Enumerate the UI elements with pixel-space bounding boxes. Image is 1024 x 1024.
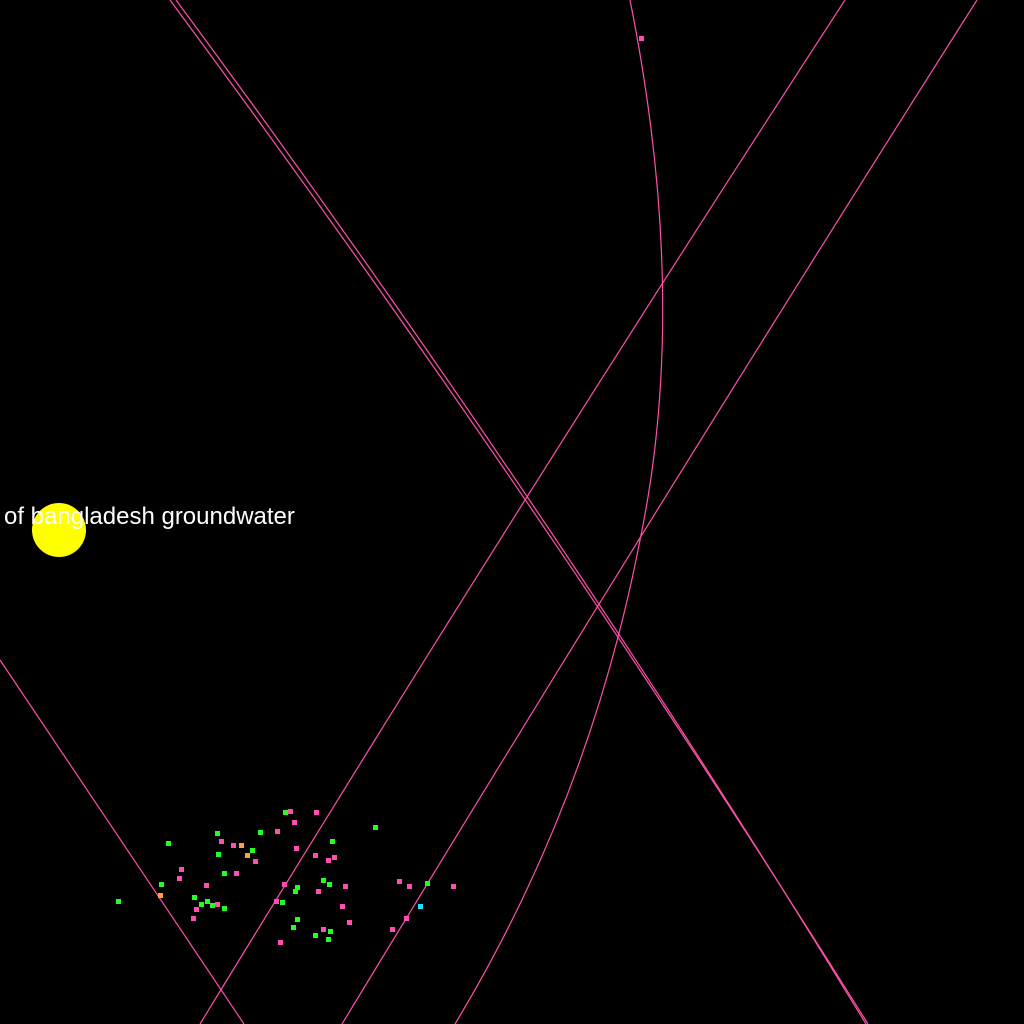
star-point [222,871,227,876]
star-point [451,884,456,889]
star-point [326,937,331,942]
star-point [347,920,352,925]
star-point [390,927,395,932]
orbit-curve-arc [454,0,664,1024]
star-point [210,903,215,908]
star-point [204,883,209,888]
star-point [326,858,331,863]
star-point [159,882,164,887]
star-point [191,916,196,921]
star-point [321,878,326,883]
star-point [313,933,318,938]
star-point [425,881,430,886]
star-point [291,925,296,930]
star-point [219,839,224,844]
star-point [292,820,297,825]
star-point [199,902,204,907]
star-point [274,899,279,904]
star-point [158,893,163,898]
star-point [404,916,409,921]
star-points [116,36,644,945]
star-point [314,810,319,815]
star-point [294,846,299,851]
star-point [116,899,121,904]
orbit-curve-rising-right [341,0,978,1024]
star-point [253,859,258,864]
star-point [295,885,300,890]
star-point [194,907,199,912]
star-point [327,882,332,887]
star-point [258,830,263,835]
orbit-curve-rising-left [199,0,846,1024]
star-point [283,810,288,815]
star-point [328,929,333,934]
sun-marker [32,503,86,557]
star-point [234,871,239,876]
star-point [275,829,280,834]
star-point [192,895,197,900]
star-point [293,889,298,894]
star-point [222,906,227,911]
star-point [216,852,221,857]
orbit-curve-lower-left [0,659,245,1024]
orbit-curves [0,0,978,1024]
orbit-curve-long-diagonal-inner [175,0,867,1024]
star-point [278,940,283,945]
star-point [239,843,244,848]
star-point [166,841,171,846]
star-point [397,879,402,884]
star-point [373,825,378,830]
star-point [250,848,255,853]
star-point [231,843,236,848]
star-point [343,884,348,889]
star-point [316,889,321,894]
star-point [332,855,337,860]
star-point [407,884,412,889]
star-point [418,904,423,909]
star-point [205,899,210,904]
star-point [245,853,250,858]
star-point [295,917,300,922]
star-point [340,904,345,909]
star-point [330,839,335,844]
star-point [280,900,285,905]
star-point [288,809,293,814]
star-point [282,882,287,887]
star-point [639,36,644,41]
star-point [177,876,182,881]
star-point [215,831,220,836]
star-point [313,853,318,858]
star-point [179,867,184,872]
star-point [215,902,220,907]
star-point [321,927,326,932]
